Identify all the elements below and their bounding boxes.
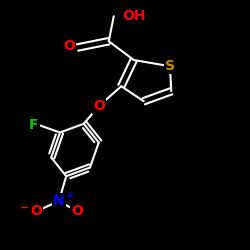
Text: −: − [19, 202, 29, 212]
Text: O: O [30, 204, 42, 218]
Text: +: + [66, 191, 74, 201]
Text: F: F [29, 118, 38, 132]
Text: O: O [72, 204, 84, 218]
Text: O: O [93, 99, 105, 113]
Text: OH: OH [122, 9, 146, 23]
Text: S: S [165, 59, 175, 73]
Text: N: N [53, 194, 64, 208]
Text: O: O [63, 39, 75, 53]
